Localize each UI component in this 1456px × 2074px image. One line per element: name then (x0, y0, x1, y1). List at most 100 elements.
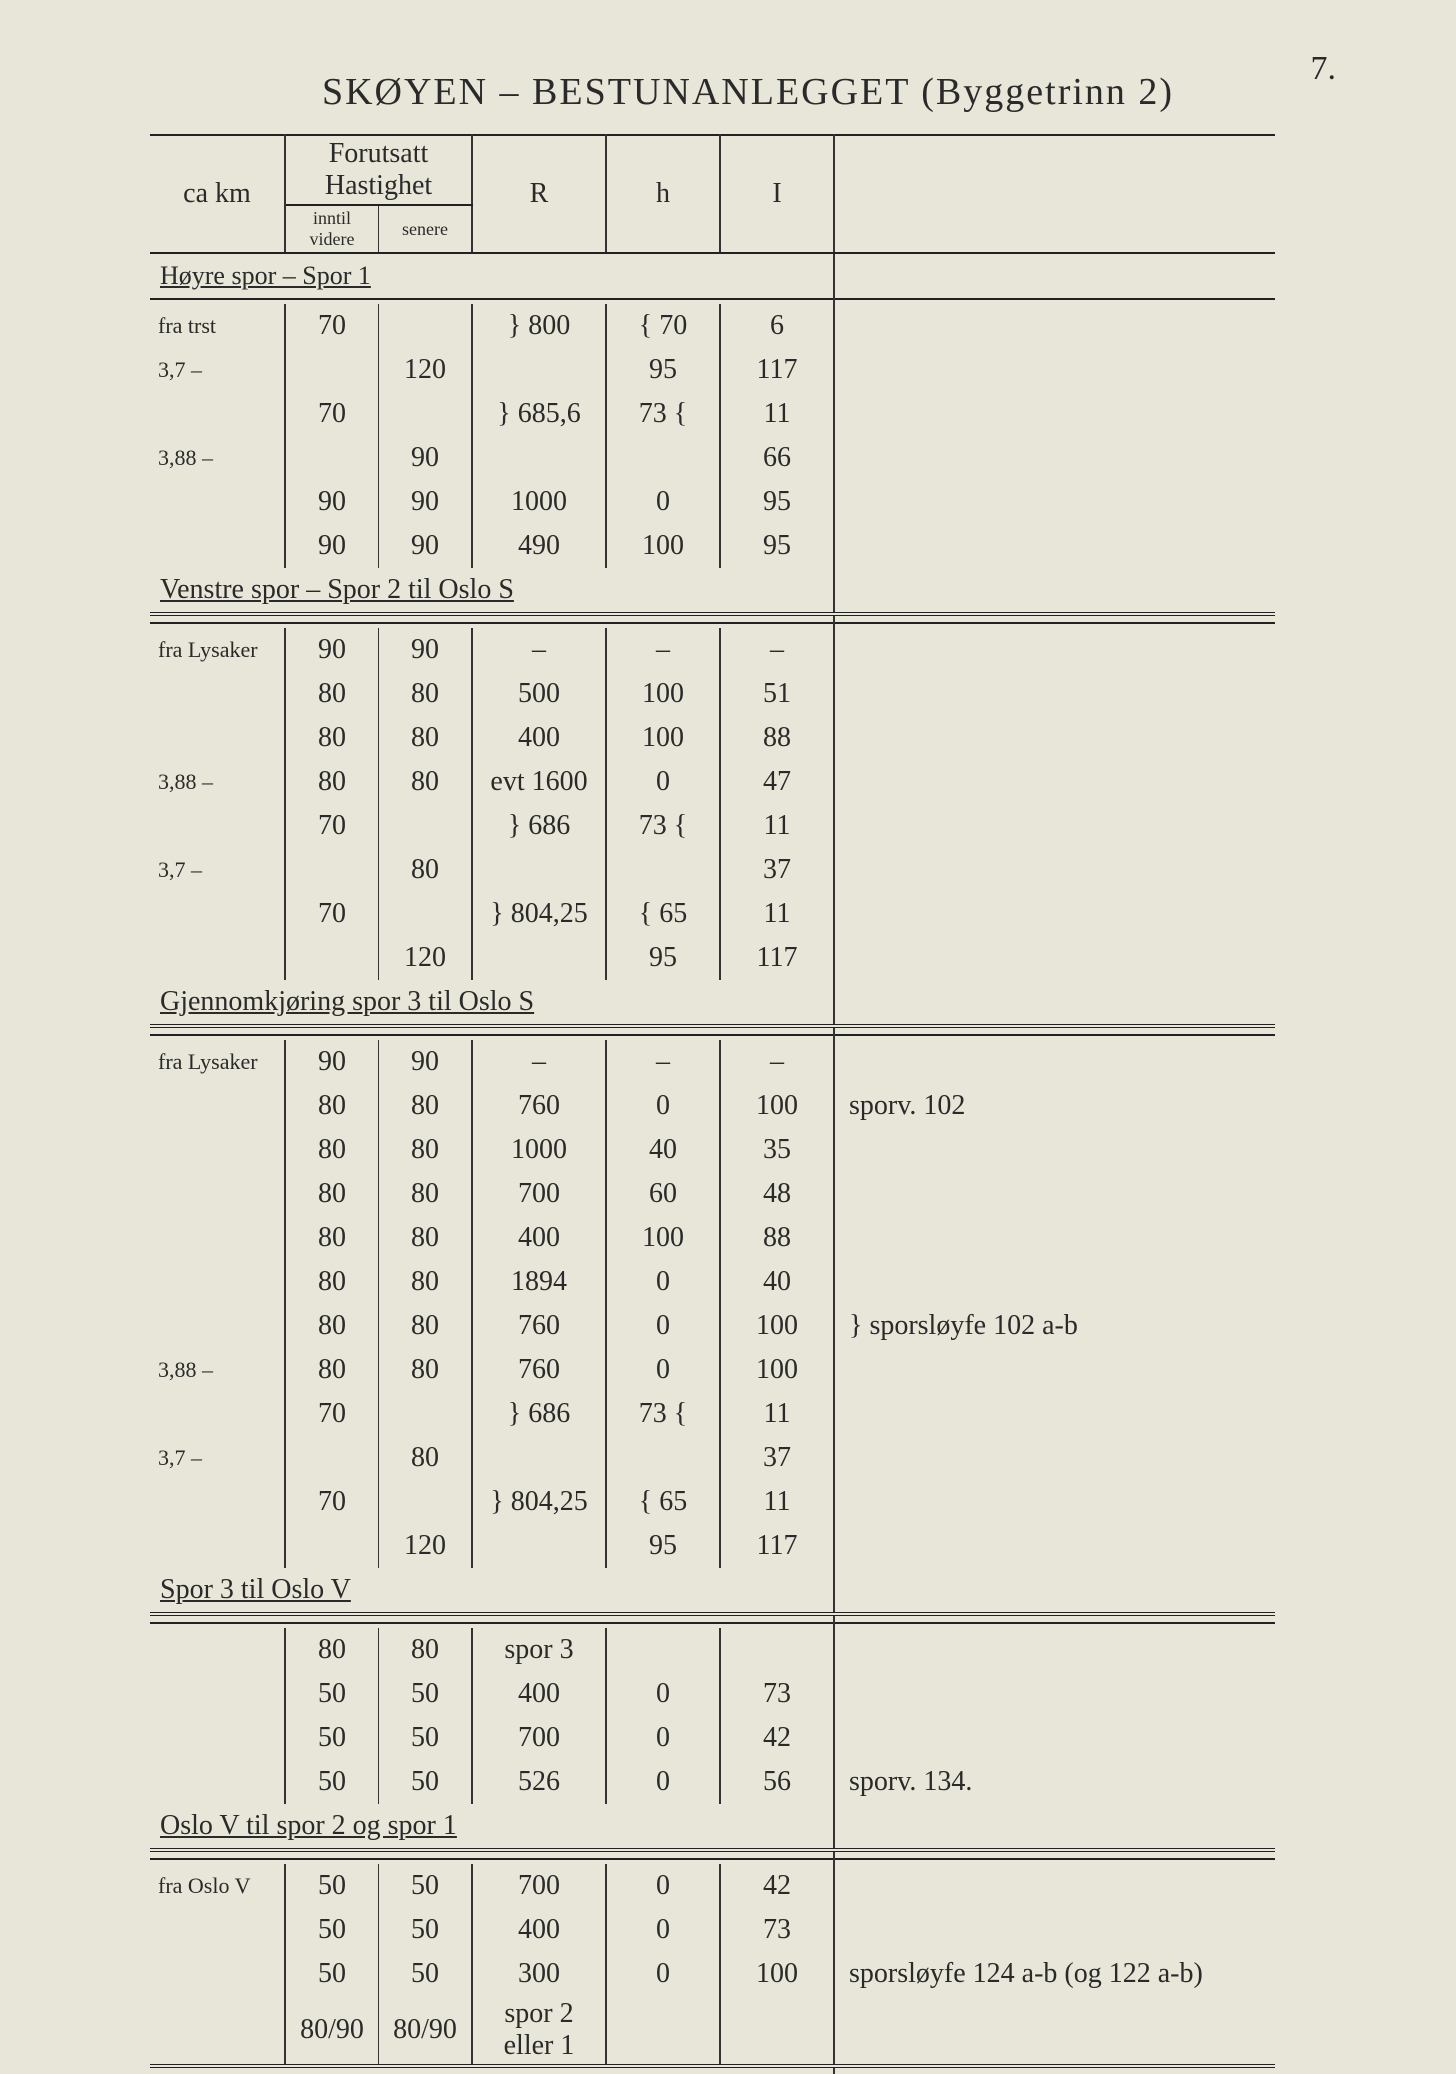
cell: – (606, 628, 720, 672)
cell: 0 (606, 1716, 720, 1760)
cell: 70 (285, 1392, 379, 1436)
cell: 50 (379, 1760, 473, 1804)
cell (285, 1436, 379, 1480)
cell: spor 3 (472, 1628, 606, 1672)
cell (606, 848, 720, 892)
cell: fra Lysaker (150, 628, 285, 672)
cell: 1000 (472, 1128, 606, 1172)
cell: 95 (606, 1524, 720, 1568)
cell: 80 (285, 1128, 379, 1172)
note (834, 936, 1275, 980)
cell: } 800 (472, 304, 606, 348)
cell: 0 (606, 1348, 720, 1392)
cell: } 686 (472, 804, 606, 848)
cell: 37 (720, 1436, 834, 1480)
table-row: 120 95117 (150, 936, 1275, 980)
table-row: 70} 685,673 {11 (150, 392, 1275, 436)
note (834, 436, 1275, 480)
cell (472, 436, 606, 480)
cell: 80/90 (285, 1996, 379, 2066)
cell (606, 1996, 720, 2066)
cell: 490 (472, 524, 606, 568)
cell: 66 (720, 436, 834, 480)
cell (285, 348, 379, 392)
cell (379, 304, 473, 348)
cell: 117 (720, 348, 834, 392)
cell: 73 { (606, 1392, 720, 1436)
note (834, 672, 1275, 716)
note (834, 304, 1275, 348)
cell: 760 (472, 1084, 606, 1128)
table-row: fra Oslo V5050700042 (150, 1864, 1275, 1908)
cell: 73 { (606, 392, 720, 436)
note (834, 1672, 1275, 1716)
table-row: 3,7 –8037 (150, 1436, 1275, 1480)
cell (150, 1908, 285, 1952)
note (834, 1628, 1275, 1672)
table-row: 5050526056sporv. 134. (150, 1760, 1275, 1804)
note (834, 628, 1275, 672)
cell: 90 (379, 628, 473, 672)
cell: 90 (379, 436, 473, 480)
cell: 700 (472, 1864, 606, 1908)
table-row: 80807600100sporv. 102 (150, 1084, 1275, 1128)
cell: 6 (720, 304, 834, 348)
cell: } 685,6 (472, 392, 606, 436)
note (834, 1864, 1275, 1908)
cell: 80 (285, 760, 379, 804)
table-row: 3,88 –8080evt 1600047 (150, 760, 1275, 804)
cell: 100 (606, 524, 720, 568)
table-row: 70} 68673 {11 (150, 1392, 1275, 1436)
cell: 50 (379, 1864, 473, 1908)
note (834, 1908, 1275, 1952)
table-row: 70} 804,25{ 6511 (150, 1480, 1275, 1524)
col-h1: inntil videre (285, 205, 379, 253)
cell (379, 1480, 473, 1524)
cell: 42 (720, 1716, 834, 1760)
note (834, 392, 1275, 436)
cell: 48 (720, 1172, 834, 1216)
cell: 50 (379, 1672, 473, 1716)
note (834, 1524, 1275, 1568)
note (834, 480, 1275, 524)
note (834, 1128, 1275, 1172)
note: } sporsløyfe 102 a-b (834, 1304, 1275, 1348)
table-row: 808010004035 (150, 1128, 1275, 1172)
table-row: 80801894040 (150, 1260, 1275, 1304)
note (834, 1040, 1275, 1084)
cell: – (472, 628, 606, 672)
table-row: 3,88 –80807600100 (150, 1348, 1275, 1392)
note (834, 1996, 1275, 2066)
note: sporv. 102 (834, 1084, 1275, 1128)
cell: 88 (720, 1216, 834, 1260)
cell: 50 (285, 1672, 379, 1716)
col-R: R (472, 135, 606, 253)
cell (150, 936, 285, 980)
cell: { 70 (606, 304, 720, 348)
cell: 50 (285, 1760, 379, 1804)
col-h: h (606, 135, 720, 253)
table-row: 50503000100sporsløyfe 124 a-b (og 122 a-… (150, 1952, 1275, 1996)
double-separator (150, 1850, 1275, 1859)
cell: 700 (472, 1716, 606, 1760)
note (834, 348, 1275, 392)
col-I: I (720, 135, 834, 253)
cell: 3,7 – (150, 348, 285, 392)
data-table: ca km Forutsatt Hastighet R h I inntil v… (150, 134, 1275, 2074)
cell: 80/90 (379, 1996, 473, 2066)
cell: 50 (379, 1952, 473, 1996)
cell: 11 (720, 804, 834, 848)
cell: 3,88 – (150, 1348, 285, 1392)
note (834, 848, 1275, 892)
note (834, 524, 1275, 568)
table-row: 80807006048 (150, 1172, 1275, 1216)
table-row: 3,7 –120 95117 (150, 348, 1275, 392)
cell: 300 (472, 1952, 606, 1996)
cell (150, 892, 285, 936)
cell (150, 392, 285, 436)
col-km: ca km (150, 135, 285, 253)
cell: 0 (606, 1908, 720, 1952)
cell: 80 (379, 672, 473, 716)
cell: 0 (606, 1952, 720, 1996)
cell (720, 1996, 834, 2066)
